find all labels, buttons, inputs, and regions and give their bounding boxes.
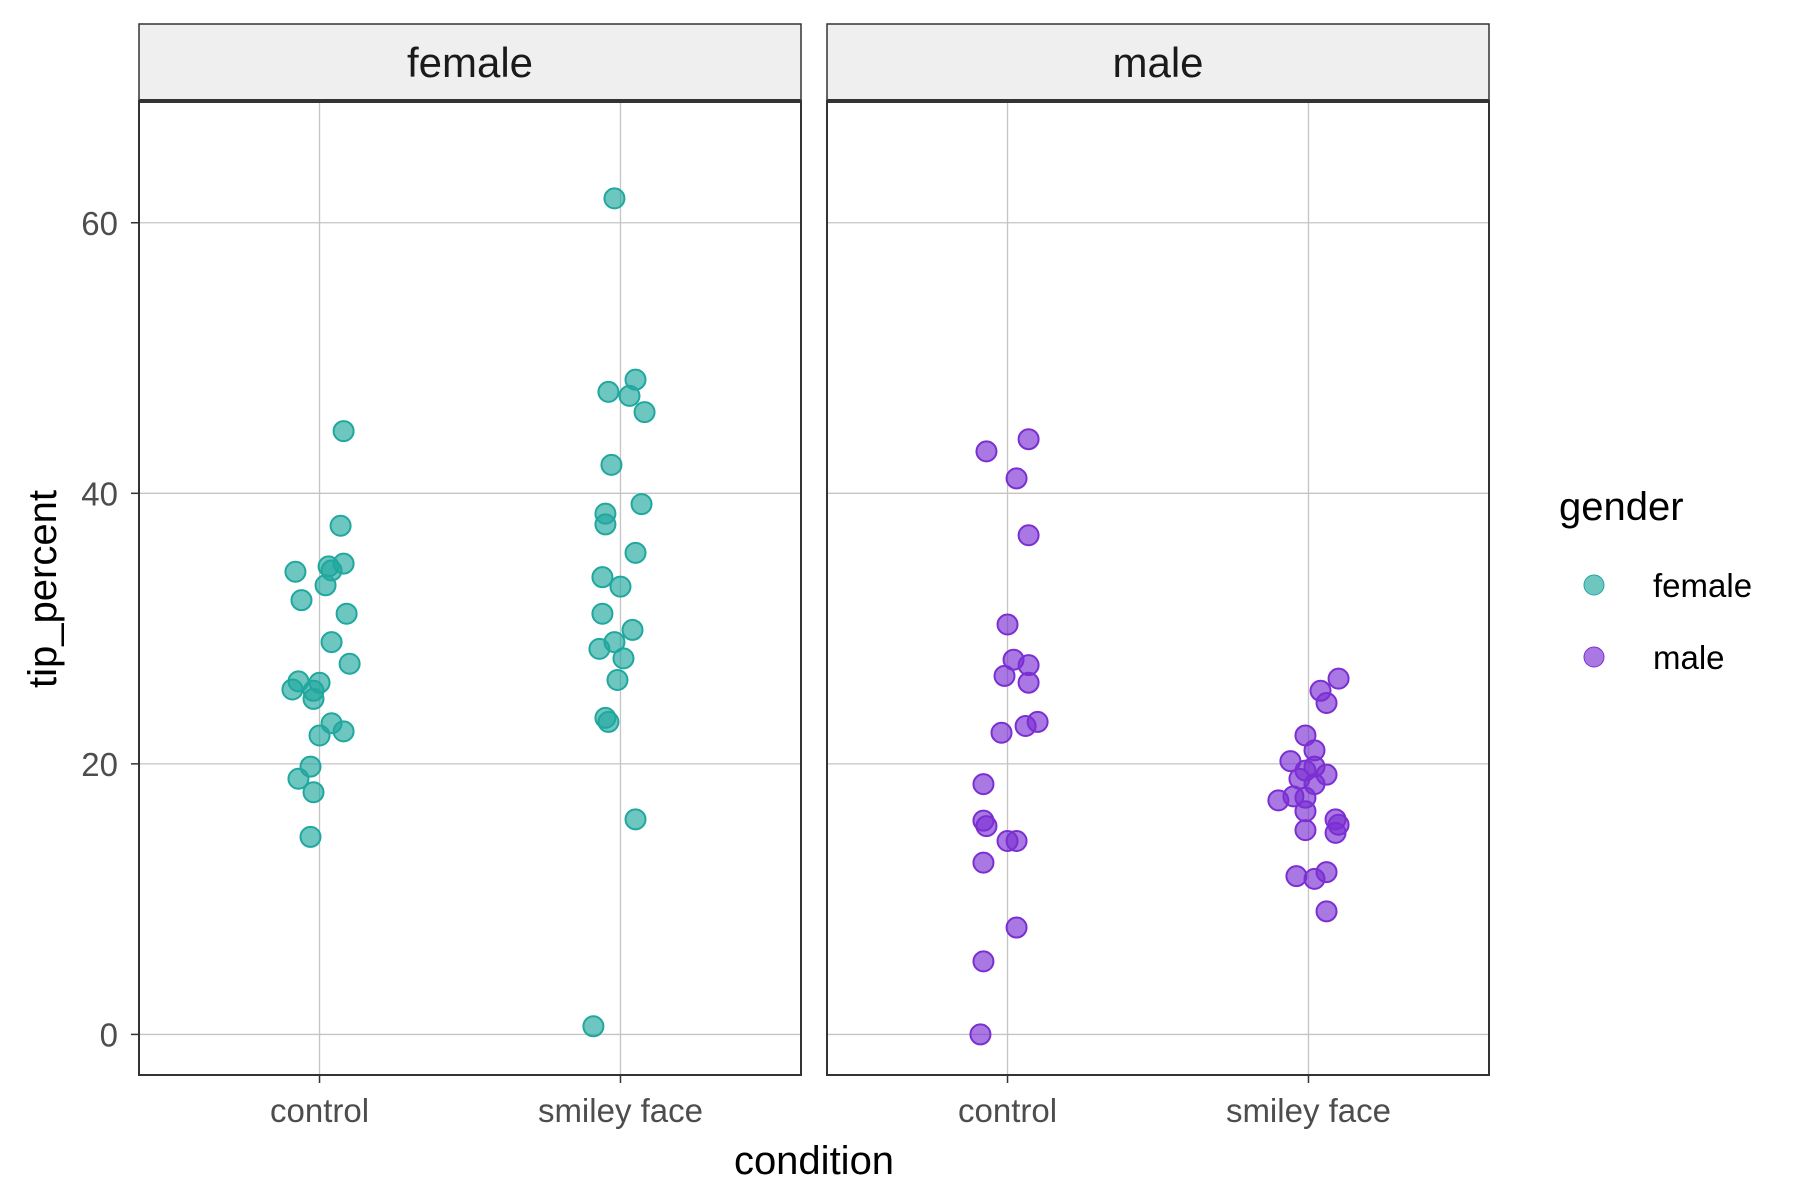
data-point [990,721,1013,744]
data-point [290,589,313,612]
y-axis-title: tip_percent [21,490,65,688]
data-point [633,401,656,424]
data-point [332,420,355,443]
data-point [594,513,617,536]
data-point [302,781,325,804]
data-point [591,566,614,589]
data-point [972,950,995,973]
data-point [618,384,641,407]
x-tick-label: control [270,1092,369,1129]
facet-strip-male [826,23,1490,102]
data-point [329,514,352,537]
data-point [588,637,611,660]
data-point [1005,467,1028,490]
data-point [996,613,1019,636]
data-point [621,618,644,641]
facet-panel-female: female [138,23,802,1076]
data-point [1285,865,1308,888]
legend-key-male [1583,646,1605,668]
data-point [612,647,635,670]
legend-label-male: male [1653,639,1725,676]
data-point [624,808,647,831]
data-point [606,668,629,691]
x-tick-label: smiley face [1226,1092,1391,1129]
data-point [603,187,626,210]
data-point [609,575,632,598]
data-point [972,851,995,874]
x-tick-label: smiley face [538,1092,703,1129]
legend-title: gender [1559,485,1684,529]
plot-area-male [827,101,1489,1075]
data-point [1267,789,1290,812]
data-point [1315,900,1338,923]
data-point [600,453,623,476]
facet-panel-male: male [826,23,1490,1076]
data-point [1005,916,1028,939]
y-tick-label: 60 [81,205,118,242]
data-point [302,687,325,710]
y-tick-label: 0 [100,1016,118,1053]
data-point [281,678,304,701]
x-tick-label: control [958,1092,1057,1129]
data-point [624,541,647,564]
data-point [597,710,620,733]
plot-area-female [139,101,801,1075]
facet-strip-label-male: male [1112,39,1203,86]
data-point [993,664,1016,687]
data-point [335,602,358,625]
data-point [1294,819,1317,842]
data-point [975,440,998,463]
data-point [1315,691,1338,714]
legend-key-female [1583,574,1605,596]
y-tick-label: 40 [81,475,118,512]
x-axis: control smiley face control smiley face [270,1075,1391,1129]
data-point [1017,671,1040,694]
x-axis-title: condition [734,1139,894,1183]
data-point [1017,428,1040,451]
data-point [299,825,322,848]
y-axis: 0 20 40 60 [81,205,139,1053]
data-point [320,631,343,654]
data-point [1014,714,1037,737]
data-point [1327,667,1350,690]
data-point [1005,829,1028,852]
data-point [338,652,361,675]
y-tick-label: 20 [81,746,118,783]
legend: gender female male [1559,485,1752,676]
data-point [287,767,310,790]
data-point [332,720,355,743]
data-point [630,493,653,516]
data-point [582,1015,605,1038]
data-point [332,552,355,575]
data-point [591,602,614,625]
data-point [1324,821,1347,844]
legend-label-female: female [1653,567,1752,604]
data-point [1294,800,1317,823]
data-point [308,724,331,747]
data-point [284,560,307,583]
facet-strip-label-female: female [407,39,533,86]
data-point [1017,524,1040,547]
data-point [1303,867,1326,890]
data-point [969,1023,992,1046]
data-point [972,773,995,796]
data-point [597,380,620,403]
facet-strip-female [138,23,802,102]
data-point [975,815,998,838]
